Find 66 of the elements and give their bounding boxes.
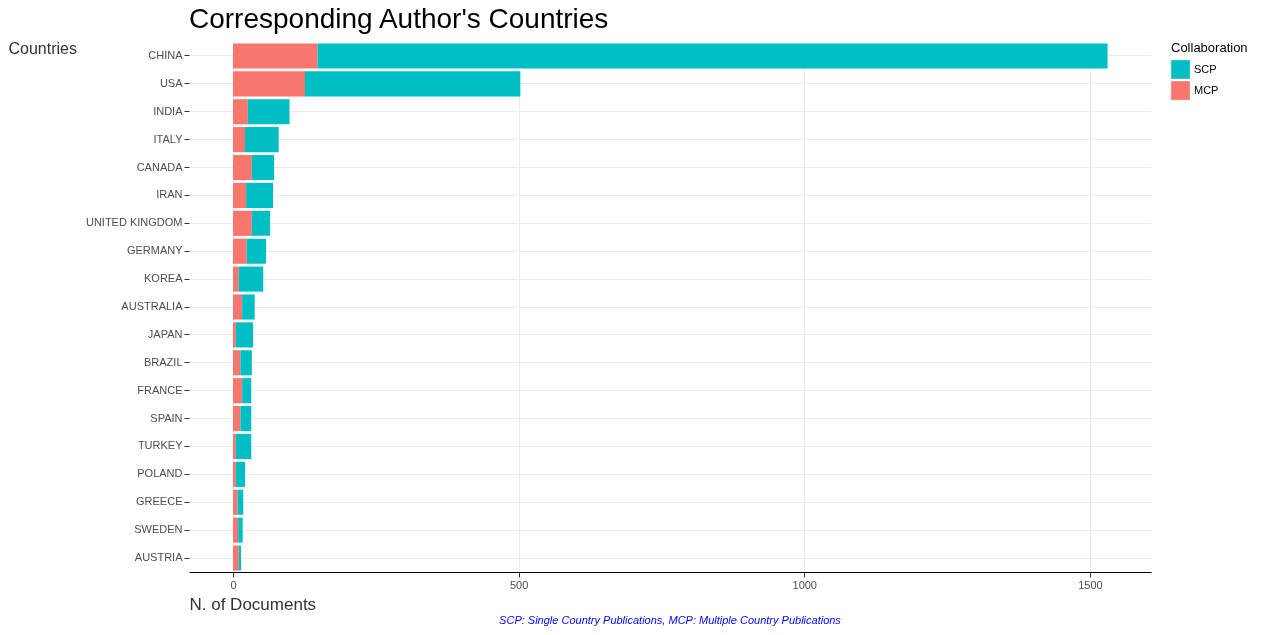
x-tick-label: 1500 [1078,578,1103,591]
y-tick-label: BRAZIL [143,355,183,368]
bar [232,127,245,153]
bar [244,127,279,153]
bar [251,154,275,181]
bar [232,294,243,320]
bar [232,43,318,69]
bar [238,266,264,292]
y-tick-label: GREECE [136,495,183,508]
x-tick-label: 0 [230,578,237,591]
bar [235,322,253,348]
bar [242,294,255,320]
bar [317,43,1108,69]
legend-title: Collaboration [1171,40,1248,55]
bar [235,433,252,460]
y-tick-label: INDIA [153,104,184,117]
legend-label: MCP [1194,83,1219,96]
x-tick-label: 1000 [792,578,817,591]
bar [235,461,245,487]
y-tick-label: JAPAN [147,327,183,340]
bar [240,406,252,432]
text: SCP: Single Country Publications, MCP: Multiple Country Publications [498,614,842,626]
bar [247,99,290,125]
y-tick-label: ITALY [153,132,184,145]
bar [246,238,267,264]
y-tick-label: CANADA [136,160,184,173]
y-tick-label: IRAN [156,188,183,201]
y-tick-label: TURKEY [137,439,184,452]
y-tick-label: SPAIN [150,411,183,424]
chart-title: Corresponding Author's Countries [189,3,609,34]
bar [304,71,521,97]
y-tick-label: AUSTRALIA [121,300,184,312]
y-tick-label: GERMANY [126,244,184,257]
bar [240,350,252,376]
bar [232,378,243,404]
y-tick-label: POLAND [137,467,183,480]
bar [232,433,236,460]
y-tick-label: AUSTRIA [134,551,184,564]
bar [232,406,241,432]
bar [232,154,252,181]
bar [232,266,239,292]
bar [232,489,238,515]
bar [238,517,243,543]
bar [232,99,248,125]
y-tick-label: SWEDEN [134,523,183,536]
bar [232,517,239,543]
bar [232,182,247,208]
bar [251,210,271,236]
y-tick-label: USA [159,76,184,89]
y-tick-label: FRANCE [137,383,183,396]
bar [242,378,252,404]
bar [232,322,236,348]
x-axis-title: N. of Documents [189,594,317,614]
y-tick-label: UNITED KINGDOM [85,216,183,229]
x-tick-label: 500 [509,578,529,591]
y-tick-label: CHINA [148,48,184,61]
legend-label: SCP [1194,62,1217,75]
y-tick-label: KOREA [143,272,184,285]
bar [232,545,239,571]
bar [232,71,305,97]
bar [232,238,247,264]
y-axis-title: Countries [8,39,77,57]
bar [232,461,236,487]
bar [246,182,273,208]
bar [232,210,252,236]
bar [232,350,241,376]
